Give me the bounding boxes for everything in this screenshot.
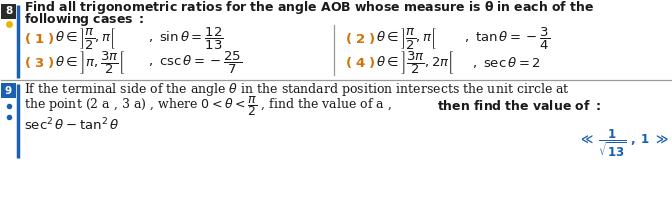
Text: $,\ \sin\theta = \dfrac{12}{13}$: $,\ \sin\theta = \dfrac{12}{13}$ <box>148 26 224 52</box>
Bar <box>1 83 16 98</box>
Text: $\theta \in \left]\dfrac{3\pi}{2},2\pi\right[$: $\theta \in \left]\dfrac{3\pi}{2},2\pi\r… <box>376 49 455 77</box>
Text: $\mathbf{\ll\ \dfrac{1}{\sqrt{13}}\ ,\ 1\ \gg}$: $\mathbf{\ll\ \dfrac{1}{\sqrt{13}}\ ,\ 1… <box>577 127 668 159</box>
Text: the point (2 a , 3 a) , where $0 < \theta < \dfrac{\pi}{2}$ , find the value of : the point (2 a , 3 a) , where $0 < \thet… <box>24 94 392 118</box>
Text: $\mathbf{then\ find\ the\ value\ of\ :}$: $\mathbf{then\ find\ the\ value\ of\ :}$ <box>437 99 601 113</box>
Text: 8: 8 <box>5 7 12 17</box>
Text: 9: 9 <box>5 85 12 95</box>
Text: $\theta \in \left]\dfrac{\pi}{2},\pi\right[$: $\theta \in \left]\dfrac{\pi}{2},\pi\rig… <box>376 27 437 51</box>
Text: $\mathbf{(\ 1\ )}$: $\mathbf{(\ 1\ )}$ <box>24 31 55 46</box>
Text: $\mathrm{sec}^2\,\theta - \mathrm{tan}^2\,\theta$: $\mathrm{sec}^2\,\theta - \mathrm{tan}^2… <box>24 117 120 133</box>
Text: If the terminal side of the angle $\theta$ in the standard position intersects t: If the terminal side of the angle $\thet… <box>24 80 570 97</box>
Text: $\bf{following\ cases\ :}$: $\bf{following\ cases\ :}$ <box>24 12 144 29</box>
Text: $\mathbf{(\ 4\ )}$: $\mathbf{(\ 4\ )}$ <box>345 56 376 70</box>
Text: $\mathbf{(\ 3\ )}$: $\mathbf{(\ 3\ )}$ <box>24 56 55 70</box>
Text: $,\ \sec\theta = 2$: $,\ \sec\theta = 2$ <box>472 56 541 70</box>
Text: $,\ \csc\theta = -\dfrac{25}{7}$: $,\ \csc\theta = -\dfrac{25}{7}$ <box>148 50 242 76</box>
Text: $,\ \tan\theta = -\dfrac{3}{4}$: $,\ \tan\theta = -\dfrac{3}{4}$ <box>464 26 550 52</box>
Text: $\theta \in \left]\dfrac{\pi}{2},\pi\right[$: $\theta \in \left]\dfrac{\pi}{2},\pi\rig… <box>55 27 116 51</box>
Text: $\theta \in \left]\pi,\dfrac{3\pi}{2}\right[$: $\theta \in \left]\pi,\dfrac{3\pi}{2}\ri… <box>55 49 125 77</box>
Bar <box>1 4 16 19</box>
Text: $\mathbf{(\ 2\ )}$: $\mathbf{(\ 2\ )}$ <box>345 31 376 46</box>
Text: $\bf{Find\ all\ trigonometric\ ratios\ for\ the\ angle\ AOB\ whose\ measure\ is\: $\bf{Find\ all\ trigonometric\ ratios\ f… <box>24 0 594 17</box>
